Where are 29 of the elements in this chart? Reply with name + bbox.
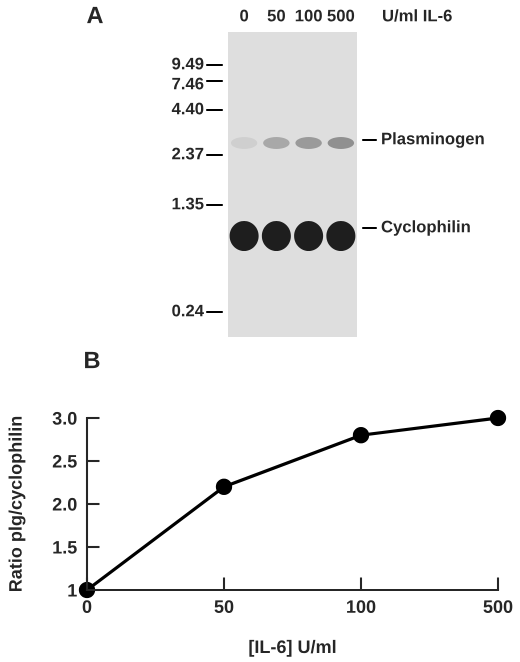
point bbox=[216, 478, 232, 495]
y-tick-label: 2.0 bbox=[52, 498, 77, 511]
text: 2.37 bbox=[172, 148, 204, 160]
text: 0.24 bbox=[172, 304, 204, 316]
point bbox=[352, 427, 370, 444]
text: 4.40 bbox=[172, 102, 204, 114]
text: 9.49 bbox=[172, 58, 204, 70]
category-label: 0 bbox=[240, 10, 248, 22]
category-label: 50 bbox=[268, 10, 285, 22]
x-tick-label: 500 bbox=[483, 600, 512, 613]
text: A bbox=[87, 6, 103, 24]
x-tick-label: 0 bbox=[82, 600, 92, 613]
y-axis-title: Ratio plg/cyclophilin bbox=[8, 416, 26, 592]
category-label: 500 bbox=[327, 10, 354, 22]
x-tick-label: 50 bbox=[214, 600, 234, 613]
point bbox=[490, 410, 506, 426]
y-tick-label: 1 bbox=[68, 584, 77, 597]
x-axis-title: [IL-6] U/ml bbox=[249, 640, 336, 657]
category-label: 100 bbox=[296, 10, 322, 22]
y-tick-label: 2.5 bbox=[52, 454, 77, 468]
text: Cyclophilin bbox=[382, 220, 470, 236]
text: U/ml IL-6 bbox=[383, 9, 452, 22]
text: Plasminogen bbox=[382, 132, 484, 148]
y-tick-label: 1.5 bbox=[53, 541, 77, 554]
text: 1.35 bbox=[172, 198, 204, 210]
x-tick-label: 100 bbox=[347, 600, 376, 613]
chart-title: B bbox=[85, 352, 100, 368]
y-tick-label: 3.0 bbox=[52, 412, 77, 425]
text: 7.46 bbox=[172, 78, 204, 90]
